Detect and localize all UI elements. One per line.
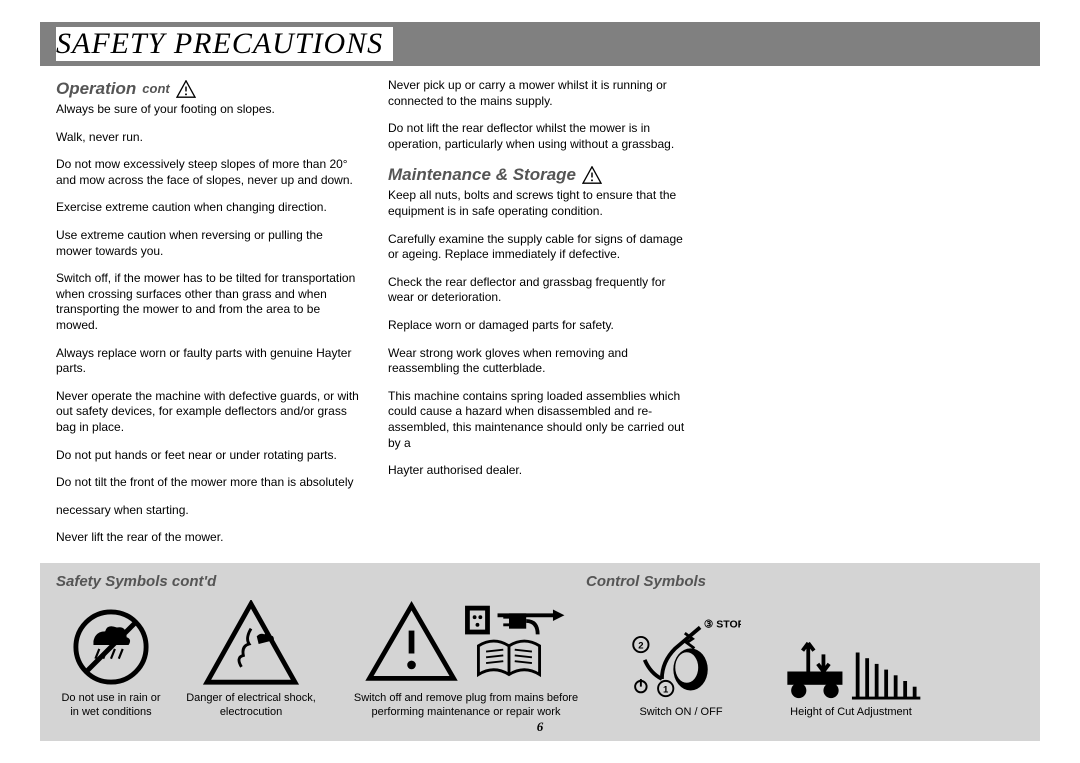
page-title: SAFETY PRECAUTIONS bbox=[56, 27, 393, 61]
unplug-icon bbox=[361, 600, 571, 686]
svg-text:1: 1 bbox=[663, 684, 669, 695]
symbol-caption: Height of Cut Adjustment bbox=[790, 706, 912, 720]
para: Never operate the machine with defective… bbox=[56, 389, 360, 436]
symbol-switch: ③ STOP 2 1 Switch ON / OFF bbox=[616, 610, 746, 720]
switch-icon: ③ STOP 2 1 bbox=[621, 614, 741, 700]
symbol-unplug: Switch off and remove plug from mains be… bbox=[336, 596, 596, 720]
svg-text:2: 2 bbox=[638, 640, 643, 651]
operation-heading: Operation cont bbox=[56, 78, 360, 100]
para: Replace worn or damaged parts for safety… bbox=[388, 318, 692, 334]
warning-icon bbox=[582, 166, 602, 184]
symbol-caption: Switch off and remove plug from mains be… bbox=[336, 692, 596, 720]
svg-text:③ STOP: ③ STOP bbox=[704, 618, 741, 630]
body-text: Operation cont Always be sure of your fo… bbox=[56, 78, 1024, 563]
para: Do not put hands or feet near or under r… bbox=[56, 448, 360, 464]
para: Walk, never run. bbox=[56, 130, 360, 146]
symbol-caption: Do not use in rain or in wet conditions bbox=[56, 692, 166, 720]
para: Do not tilt the front of the mower more … bbox=[56, 475, 360, 491]
symbol-shock: Danger of electrical shock, electrocutio… bbox=[186, 596, 316, 720]
symbol-caption: Switch ON / OFF bbox=[639, 706, 722, 720]
para: Do not mow excessively steep slopes of m… bbox=[56, 157, 360, 188]
operation-heading-main: Operation bbox=[56, 78, 136, 100]
para: Always replace worn or faulty parts with… bbox=[56, 346, 360, 377]
warning-icon bbox=[176, 80, 196, 98]
para: Check the rear deflector and grassbag fr… bbox=[388, 275, 692, 306]
para: Do not lift the rear deflector whilst th… bbox=[388, 121, 692, 152]
para: This machine contains spring loaded asse… bbox=[388, 389, 692, 451]
para: Switch off, if the mower has to be tilte… bbox=[56, 271, 360, 333]
symbol-no-rain: Do not use in rain or in wet conditions bbox=[56, 596, 166, 720]
maintenance-heading-text: Maintenance & Storage bbox=[388, 164, 576, 186]
para: Never lift the rear of the mower. bbox=[56, 530, 360, 546]
safety-symbols-heading: Safety Symbols cont'd bbox=[56, 573, 586, 590]
para: Never pick up or carry a mower whilst it… bbox=[388, 78, 692, 109]
shock-icon bbox=[203, 600, 299, 686]
para: Use extreme caution when reversing or pu… bbox=[56, 228, 360, 259]
title-bar: SAFETY PRECAUTIONS bbox=[40, 22, 1040, 66]
maintenance-heading: Maintenance & Storage bbox=[388, 164, 692, 186]
page-number: 6 bbox=[40, 719, 1040, 735]
para: Carefully examine the supply cable for s… bbox=[388, 232, 692, 263]
height-adj-icon bbox=[776, 624, 926, 700]
operation-heading-sub: cont bbox=[142, 81, 169, 98]
symbol-height: Height of Cut Adjustment bbox=[766, 610, 936, 720]
symbol-caption: Danger of electrical shock, electrocutio… bbox=[186, 692, 316, 720]
para: necessary when starting. bbox=[56, 503, 360, 519]
para: Hayter authorised dealer. bbox=[388, 463, 692, 479]
para: Always be sure of your footing on slopes… bbox=[56, 102, 360, 118]
symbols-band: Safety Symbols cont'd Control Symbols Do… bbox=[40, 563, 1040, 741]
no-rain-icon bbox=[72, 608, 150, 686]
para: Keep all nuts, bolts and screws tight to… bbox=[388, 188, 692, 219]
control-symbols-heading: Control Symbols bbox=[586, 573, 1024, 590]
para: Wear strong work gloves when removing an… bbox=[388, 346, 692, 377]
para: Exercise extreme caution when changing d… bbox=[56, 200, 360, 216]
